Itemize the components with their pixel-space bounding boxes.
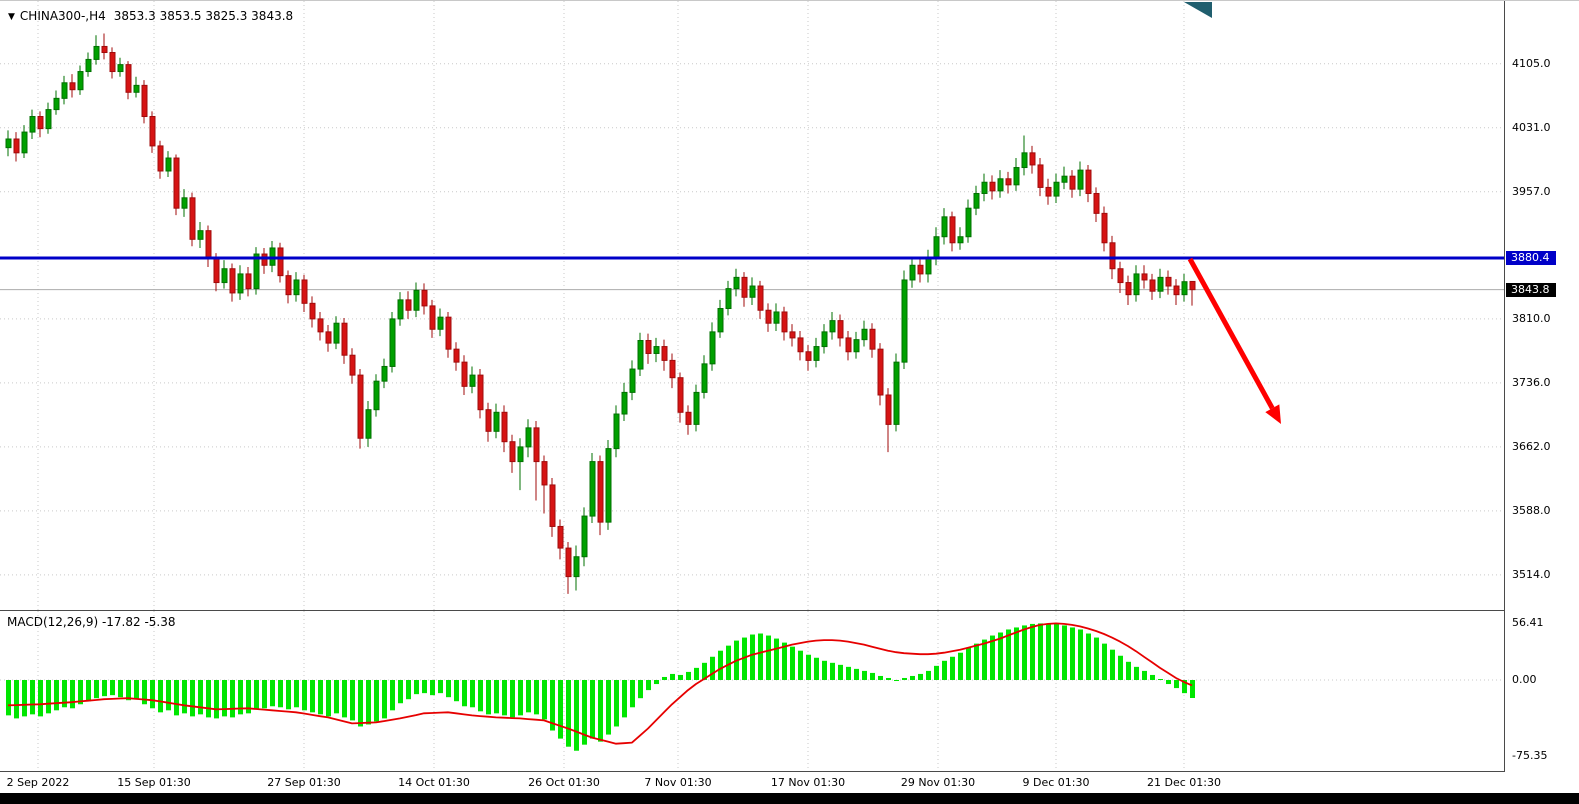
time-axis-label: 29 Nov 01:30: [900, 776, 976, 789]
symbol-title: CHINA300-,H4: [19, 9, 106, 23]
macd-indicator-label: MACD(12,26,9) -17.82 -5.38: [7, 615, 176, 629]
price-axis-label: 3588.0: [1512, 503, 1551, 517]
hline-price-tag: 3880.4: [1506, 251, 1556, 265]
price-axis-label: 3662.0: [1512, 439, 1551, 453]
time-axis-label: 9 Dec 01:30: [1022, 776, 1090, 789]
price-axis-label: 3810.0: [1512, 311, 1551, 325]
time-axis-label: 21 Dec 01:30: [1147, 776, 1221, 789]
time-axis-label: 2 Sep 2022: [6, 776, 70, 789]
price-chart-panel[interactable]: ▼ CHINA300-,H4 3853.3 3853.5 3825.3 3843.8: [0, 1, 1504, 610]
price-axis-label: 3514.0: [1512, 567, 1551, 581]
symbol-ohlc-label: ▼ CHINA300-,H4 3853.3 3853.5 3825.3 3843.8: [8, 9, 293, 23]
macd-signal-line: [7, 622, 1193, 745]
macd-axis-label: -75.35: [1512, 749, 1548, 763]
time-axis-label: 15 Sep 01:30: [117, 776, 191, 789]
macd-panel[interactable]: MACD(12,26,9) -17.82 -5.38: [0, 611, 1504, 771]
trend-arrow[interactable]: [1187, 257, 1281, 424]
macd-histogram: [6, 623, 1195, 751]
time-axis[interactable]: 2 Sep 2022 15 Sep 01:30 27 Sep 01:30 14 Oct…: [0, 772, 1504, 793]
price-axis-label: 4031.0: [1512, 120, 1551, 134]
chart-shift-marker[interactable]: [1184, 2, 1212, 18]
panel-separator[interactable]: [0, 610, 1579, 611]
time-axis-label: 17 Nov 01:30: [770, 776, 846, 789]
price-axis-label: 3957.0: [1512, 184, 1551, 198]
price-axis[interactable]: 4105.0 4031.0 3957.0 3810.0 3736.0 3662.0 3588…: [1505, 1, 1579, 793]
last-price-tag: 3843.8: [1506, 282, 1556, 297]
symbol-dropdown-icon[interactable]: ▼: [8, 12, 15, 22]
price-axis-label: 4105.0: [1512, 56, 1551, 70]
time-axis-label: 26 Oct 01:30: [528, 776, 600, 789]
ohlc-quote: 3853.3 3853.5 3825.3 3843.8: [113, 9, 294, 23]
candles: [5, 33, 1196, 594]
axis-separator: [1504, 1, 1505, 772]
macd-axis-label: 56.41: [1512, 616, 1544, 629]
price-axis-label: 3736.0: [1512, 375, 1551, 389]
price-gridlines: [0, 63, 1504, 576]
time-axis-label: 7 Nov 01:30: [644, 776, 712, 789]
macd-axis-label: 0.00: [1512, 673, 1537, 686]
time-axis-label: 27 Sep 01:30: [267, 776, 341, 789]
price-chart-canvas[interactable]: [0, 1, 1504, 610]
panel-separator-bottom[interactable]: [0, 771, 1579, 772]
window-bottom-edge: [0, 793, 1579, 804]
time-axis-label: 14 Oct 01:30: [398, 776, 470, 789]
macd-canvas[interactable]: [0, 611, 1504, 771]
